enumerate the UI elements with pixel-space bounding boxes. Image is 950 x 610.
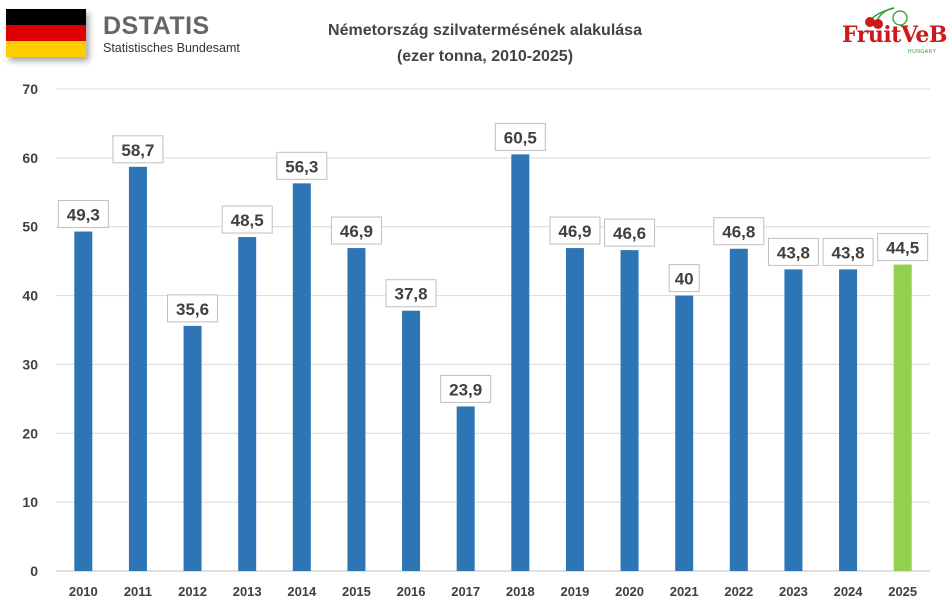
- x-tick-label: 2023: [779, 584, 808, 599]
- bar: [128, 166, 147, 571]
- y-tick-label: 70: [22, 81, 38, 97]
- data-label-box: [112, 135, 164, 164]
- y-tick-label: 40: [22, 288, 38, 304]
- data-label: 56,3: [285, 157, 318, 176]
- data-label-box: [822, 237, 874, 266]
- data-label: 43,8: [832, 243, 865, 262]
- x-tick-label: 2020: [615, 584, 644, 599]
- data-label-box: [221, 205, 273, 234]
- data-label: 44,5: [886, 239, 919, 258]
- x-tick-label: 2011: [124, 584, 152, 599]
- bar: [402, 310, 421, 571]
- data-label-box: [276, 151, 328, 180]
- chart-subtitle: (ezer tonna, 2010-2025): [396, 48, 574, 65]
- data-label-box: [494, 122, 546, 151]
- data-label-box: [330, 216, 382, 245]
- x-tick-label: 2024: [834, 584, 864, 599]
- bar: [675, 295, 694, 571]
- flag-stripe-black: [6, 9, 86, 25]
- data-label-box: [713, 217, 765, 246]
- x-tick-label: 2012: [178, 584, 207, 599]
- fruitveb-logo-subtitle: HUNGARY: [908, 49, 937, 55]
- data-label: 35,6: [176, 300, 209, 319]
- y-tick-label: 60: [22, 150, 38, 166]
- bar: [456, 406, 475, 571]
- data-label: 49,3: [67, 206, 100, 225]
- data-label-box: [877, 233, 929, 262]
- bar: [729, 248, 748, 571]
- data-label: 60,5: [504, 128, 537, 147]
- data-label: 58,7: [121, 141, 154, 160]
- bar: [183, 325, 202, 571]
- bar: [347, 248, 366, 571]
- data-label: 46,6: [613, 224, 646, 243]
- bar: [893, 264, 912, 571]
- bar: [292, 183, 311, 571]
- x-tick-label: 2010: [69, 584, 98, 599]
- x-tick-label: 2015: [342, 584, 371, 599]
- x-tick-label: 2022: [724, 584, 753, 599]
- data-label-box: [767, 237, 819, 266]
- chart-title: Németország szilvatermésének alakulása: [328, 22, 642, 39]
- y-tick-label: 10: [22, 494, 38, 510]
- data-label-box: [549, 216, 601, 245]
- data-label-box: [385, 279, 437, 308]
- data-label-box: [604, 218, 656, 247]
- cherry-icon: [865, 7, 908, 29]
- y-tick-label: 30: [22, 356, 38, 372]
- x-tick-label: 2014: [287, 584, 317, 599]
- fruitveb-logo: FruitVeB HUNGARY: [838, 6, 947, 58]
- bar: [620, 250, 639, 571]
- flag-stripe-red: [6, 25, 86, 41]
- bar: [74, 231, 93, 571]
- data-label: 48,5: [231, 211, 264, 230]
- bar: [511, 154, 530, 571]
- bar: [565, 248, 584, 571]
- flag-stripe-gold: [6, 41, 86, 57]
- y-tick-label: 0: [30, 563, 38, 579]
- bar: [784, 269, 803, 571]
- destatis-logo: DSTATIS Statistisches Bundesamt: [103, 12, 240, 55]
- data-label: 46,9: [558, 222, 591, 241]
- y-tick-label: 20: [22, 425, 38, 441]
- y-tick-label: 50: [22, 219, 38, 235]
- x-tick-label: 2017: [451, 584, 480, 599]
- destatis-logo-subtitle: Statistisches Bundesamt: [103, 41, 240, 55]
- data-label-box: [57, 200, 109, 229]
- bar: [238, 237, 257, 572]
- germany-flag-icon: [6, 9, 86, 57]
- data-label: 46,9: [340, 222, 373, 241]
- x-tick-label: 2018: [506, 584, 535, 599]
- x-tick-label: 2016: [397, 584, 426, 599]
- chart-title-block: Németország szilvatermésének alakulása (…: [280, 18, 690, 70]
- x-tick-label: 2013: [233, 584, 262, 599]
- data-label: 23,9: [449, 380, 482, 399]
- x-tick-label: 2025: [888, 584, 917, 599]
- data-label: 37,8: [395, 285, 428, 304]
- data-label-box: [167, 294, 219, 323]
- x-tick-label: 2021: [670, 584, 699, 599]
- destatis-logo-word: DSTATIS: [103, 12, 210, 40]
- data-label: 43,8: [777, 243, 810, 262]
- data-label-box: [440, 374, 492, 403]
- x-tick-label: 2019: [560, 584, 589, 599]
- data-label-box: [668, 264, 700, 293]
- data-label: 46,8: [722, 223, 755, 242]
- fruitveb-logo-word: FruitVeB: [842, 22, 947, 48]
- bar: [839, 269, 858, 571]
- data-label: 40: [675, 270, 694, 289]
